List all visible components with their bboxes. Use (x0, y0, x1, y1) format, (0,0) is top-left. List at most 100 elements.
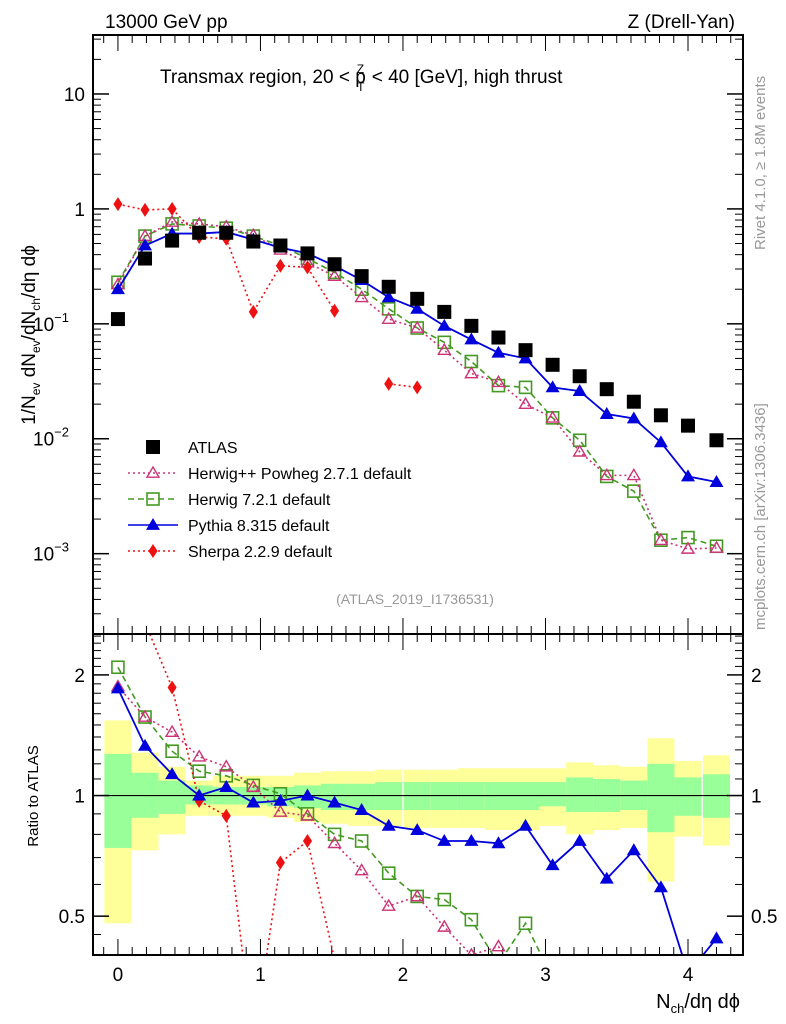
x-tick-label: 0 (113, 965, 124, 986)
data-point (327, 257, 342, 272)
data-point (273, 804, 288, 817)
data-point (545, 858, 560, 871)
x-tick-label: 3 (540, 965, 551, 986)
data-point (518, 351, 533, 364)
data-point (409, 320, 425, 333)
data-point (680, 418, 695, 433)
data-point (437, 892, 452, 907)
data-point (572, 369, 587, 384)
plot-title: Transmax region, 20 < pZ T < 40 [GeV], hi… (160, 62, 563, 94)
ratio-y-axis-label: Ratio to ATLAS (25, 745, 42, 846)
data-point (192, 764, 206, 779)
ratio-plot-frame (92, 633, 744, 956)
data-point (248, 304, 258, 319)
data-point (221, 808, 231, 823)
x-tick-label: 4 (683, 965, 694, 986)
data-point (246, 779, 261, 792)
band-green-bin (674, 777, 702, 816)
data-point (437, 834, 452, 846)
legend-label: Herwig 7.2.1 default (188, 492, 331, 509)
data-point (381, 302, 396, 316)
legend-label: Sherpa 2.2.9 default (188, 544, 333, 561)
data-point (653, 435, 668, 448)
main-series (110, 197, 724, 554)
data-point (110, 681, 125, 694)
data-point (384, 376, 394, 391)
data-point (437, 318, 452, 331)
legend-marker (146, 440, 160, 454)
legend: ATLAS Herwig++ Powheg 2.7.1 default Herwig… (128, 440, 412, 561)
header-energy: 13000 GeV pp (105, 12, 228, 33)
band-green-bin (104, 753, 132, 848)
data-point (709, 433, 724, 448)
data-point (491, 374, 506, 388)
data-point (354, 834, 369, 848)
data-point (626, 394, 641, 409)
ratio-series (110, 634, 724, 955)
data-point (653, 880, 668, 893)
data-point (300, 246, 315, 261)
data-point (219, 780, 234, 792)
data-point (626, 843, 641, 856)
data-point (491, 939, 506, 952)
rivet-info: Rivet 4.1.0, ≥ 1.8M events (752, 76, 769, 250)
data-point (381, 898, 396, 911)
series-line (117, 221, 717, 550)
ratio-y-tick-label-right: 1 (751, 787, 762, 808)
data-point (545, 380, 560, 393)
data-point (545, 410, 560, 423)
band-green-bin (539, 782, 567, 807)
data-point (518, 818, 533, 831)
data-point (709, 931, 724, 944)
y-tick-label: 10−1 (33, 310, 69, 336)
main-series-atlas (110, 225, 724, 448)
data-point (518, 380, 533, 395)
data-point (113, 197, 123, 212)
data-point (275, 258, 285, 273)
ratio-series-pythia-8-315-default (110, 681, 724, 955)
band-green-bin (647, 763, 675, 833)
legend-entry: Herwig++ Powheg 2.7.1 default (128, 465, 412, 483)
x-tick-label: 2 (398, 965, 409, 986)
x-axis-label: Nch/dη dϕ (656, 991, 740, 1016)
data-point (680, 541, 696, 554)
data-point (354, 863, 369, 876)
data-point (518, 916, 533, 931)
legend-marker (145, 465, 161, 478)
series-line (117, 666, 543, 955)
series-line (388, 383, 418, 389)
data-point (165, 233, 180, 248)
data-point (330, 303, 340, 318)
series-line (117, 223, 717, 548)
data-point (138, 238, 153, 251)
data-point (194, 793, 204, 808)
data-point (491, 836, 506, 849)
data-point (192, 788, 207, 801)
data-point (410, 823, 425, 835)
data-point (137, 709, 153, 722)
data-point (599, 871, 614, 884)
data-point (140, 202, 150, 217)
data-point (599, 468, 614, 481)
ratio-y-tick-label: 2 (74, 666, 85, 687)
data-point (680, 469, 695, 482)
ratio-series-sherpa-2-2-9-default (148, 634, 335, 955)
data-point (599, 382, 614, 397)
legend-marker (146, 492, 160, 506)
header-process: Z (Drell-Yan) (628, 12, 735, 33)
data-point (464, 318, 479, 333)
data-point (545, 357, 560, 372)
data-point (110, 282, 125, 295)
main-axis-ticks: 10 1 10−1 10−2 10−3 0 1 2 3 4 (33, 35, 743, 986)
data-point (491, 345, 506, 358)
series-line (117, 686, 506, 955)
data-point (164, 214, 180, 227)
data-point (626, 411, 641, 424)
legend-marker (148, 544, 158, 558)
y-tick-label: 10 (64, 85, 85, 106)
data-point (110, 312, 125, 327)
data-point (300, 808, 315, 821)
data-point (599, 407, 614, 419)
data-point (354, 289, 369, 303)
